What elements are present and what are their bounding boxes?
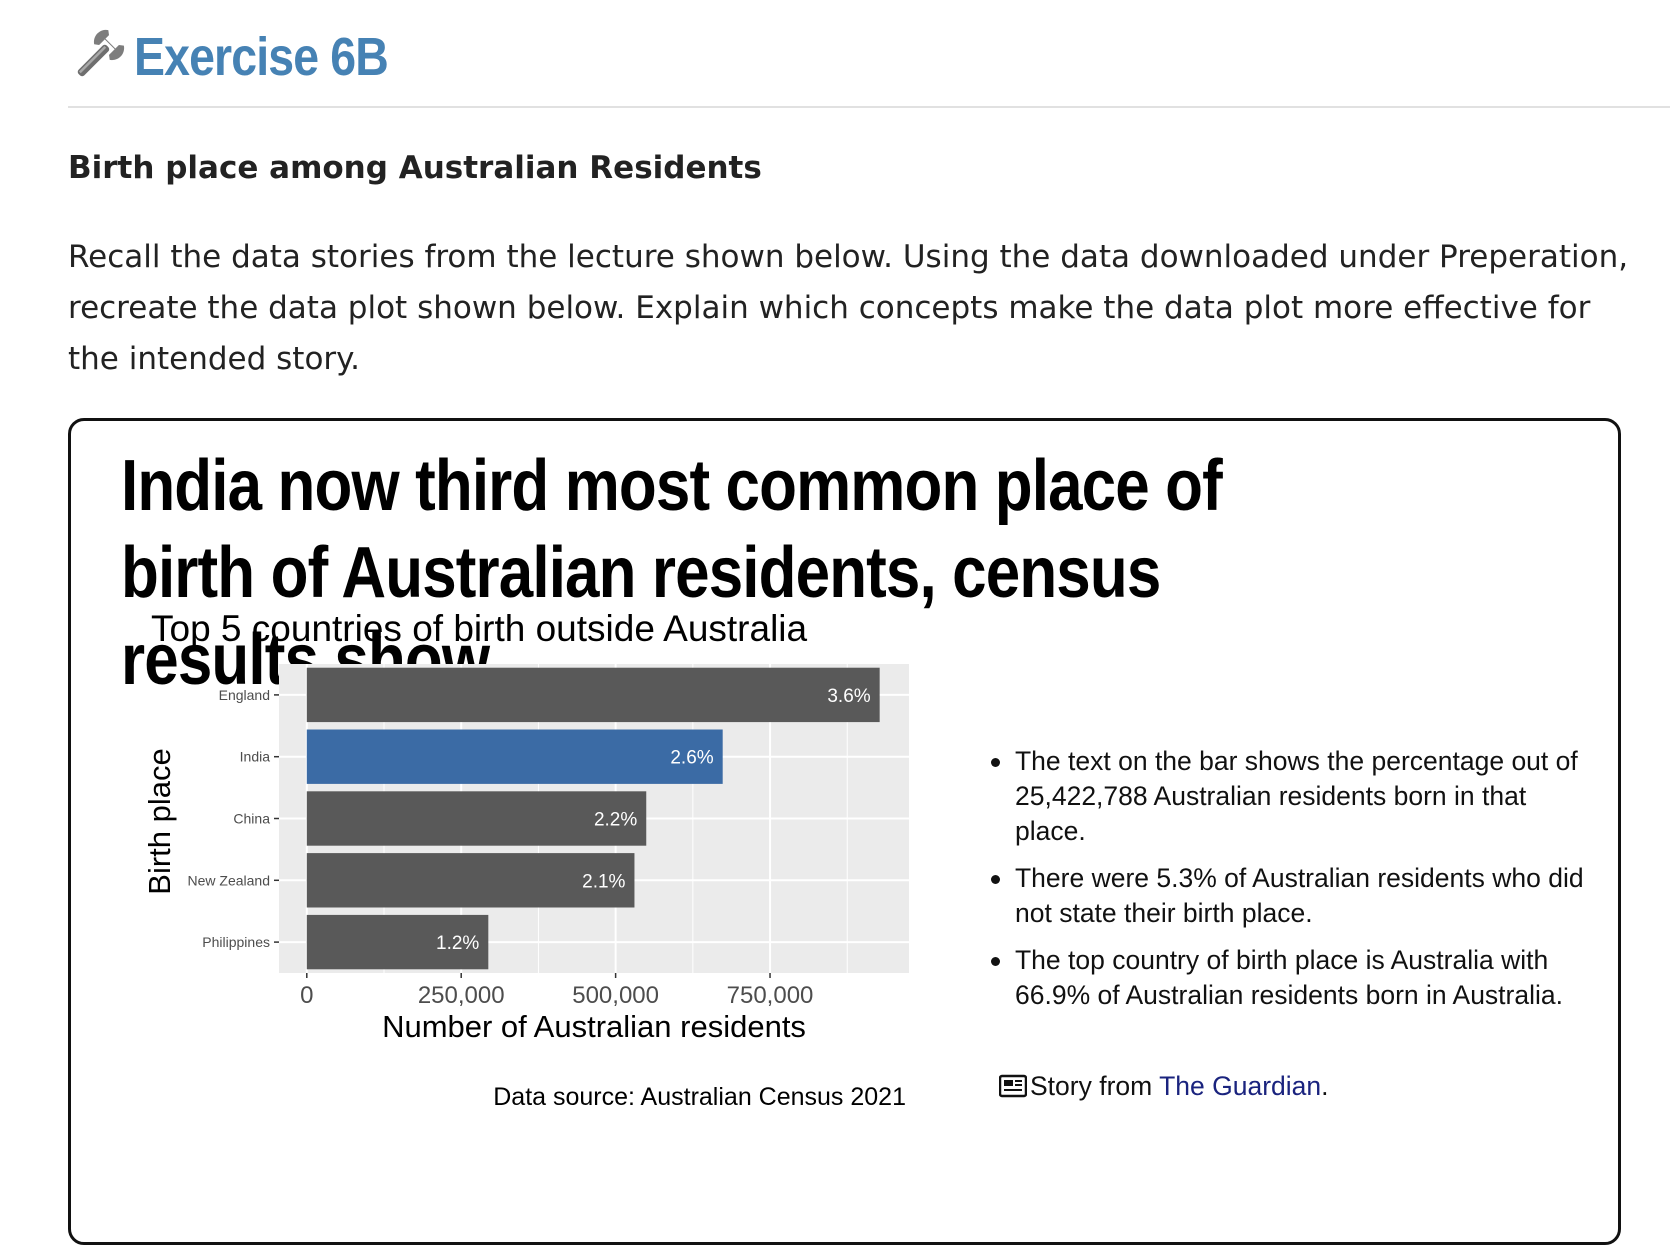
- story-headline: India now third most common place of bir…: [121, 446, 1223, 700]
- newspaper-icon: [999, 1074, 1027, 1098]
- bar-value-label: 1.2%: [436, 933, 479, 954]
- y-tick-label: China: [233, 811, 270, 827]
- chart-caption: Data source: Australian Census 2021: [493, 1083, 906, 1111]
- x-axis-title: Number of Australian residents: [382, 1009, 806, 1044]
- bar-value-label: 2.2%: [594, 810, 637, 831]
- y-tick-label: New Zealand: [188, 872, 271, 888]
- note-item: The top country of birth place is Austra…: [988, 943, 1588, 1013]
- bar-england: [306, 667, 880, 723]
- exercise-title: Exercise 6B: [134, 27, 389, 87]
- source-prefix: Story from: [1030, 1071, 1160, 1101]
- chart-title: Top 5 countries of birth outside Austral…: [151, 608, 808, 649]
- x-tick-label: 750,000: [727, 982, 814, 1009]
- section-heading: Birth place among Australian Residents: [68, 150, 762, 186]
- source-suffix: .: [1321, 1071, 1329, 1101]
- y-tick-label: India: [240, 749, 271, 765]
- bar-value-label: 3.6%: [827, 686, 870, 707]
- note-item: The text on the bar shows the percentage…: [988, 744, 1588, 849]
- note-item: There were 5.3% of Australian residents …: [988, 861, 1588, 931]
- y-tick-label: Philippines: [202, 934, 270, 950]
- y-axis-title: Birth place: [142, 748, 177, 894]
- bar-value-label: 2.1%: [582, 871, 625, 892]
- story-notes: The text on the bar shows the percentage…: [988, 744, 1588, 1025]
- exercise-header: Exercise 6B: [68, 22, 1670, 108]
- bar-new-zealand: [306, 853, 635, 908]
- x-tick-label: 500,000: [572, 982, 659, 1009]
- intro-paragraph: Recall the data stories from the lecture…: [68, 239, 1629, 377]
- story-card: India now third most common place of bir…: [68, 418, 1621, 1245]
- y-tick-label: England: [219, 687, 270, 703]
- x-tick-label: 0: [300, 982, 313, 1009]
- x-tick-label: 250,000: [418, 982, 505, 1009]
- guardian-link[interactable]: The Guardian: [1159, 1071, 1322, 1101]
- bar-india: [306, 729, 723, 784]
- story-source: Story from The Guardian.: [999, 1071, 1329, 1102]
- bar-china: [306, 791, 647, 846]
- bar-value-label: 2.6%: [670, 748, 713, 769]
- wrench-icon: [77, 29, 125, 77]
- bar-philippines: [306, 914, 489, 970]
- bar-chart: Top 5 countries of birth outside Austral…: [142, 608, 909, 1111]
